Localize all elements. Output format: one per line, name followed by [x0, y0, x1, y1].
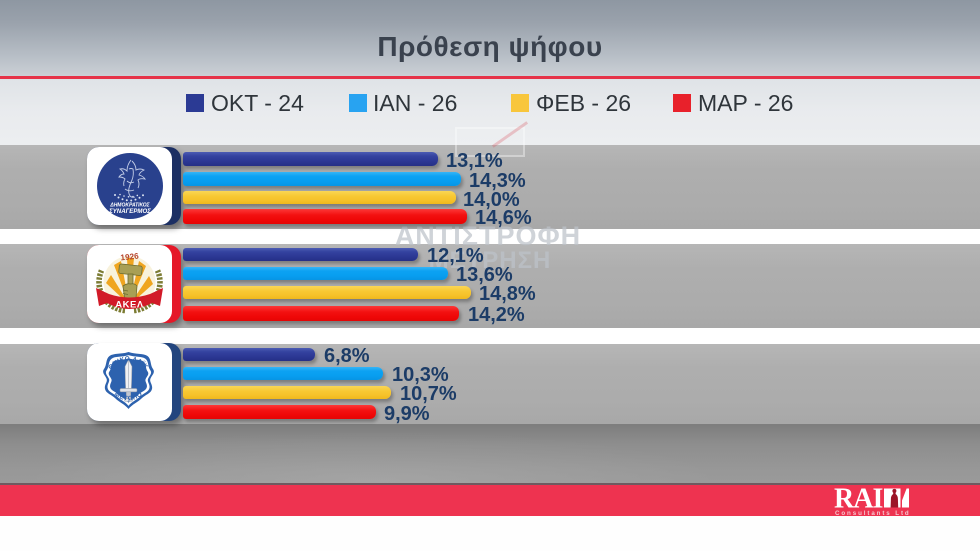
svg-text:ΔΗΜΟΚΡΑΤΙΚΟΣ: ΔΗΜΟΚΡΑΤΙΚΟΣ: [109, 202, 150, 208]
svg-text:RAI: RAI: [834, 486, 882, 515]
svg-text:1926: 1926: [120, 252, 139, 263]
svg-text:Consultants Ltd: Consultants Ltd: [835, 510, 911, 516]
svg-text:ΑΚΕΛ: ΑΚΕΛ: [115, 300, 144, 311]
svg-text:ΣΥΝΑΓΕΡΜΟΣ: ΣΥΝΑΓΕΡΜΟΣ: [108, 208, 151, 215]
svg-text:ΜΕΤΩΠΟ: ΜΕΤΩΠΟ: [113, 391, 144, 403]
